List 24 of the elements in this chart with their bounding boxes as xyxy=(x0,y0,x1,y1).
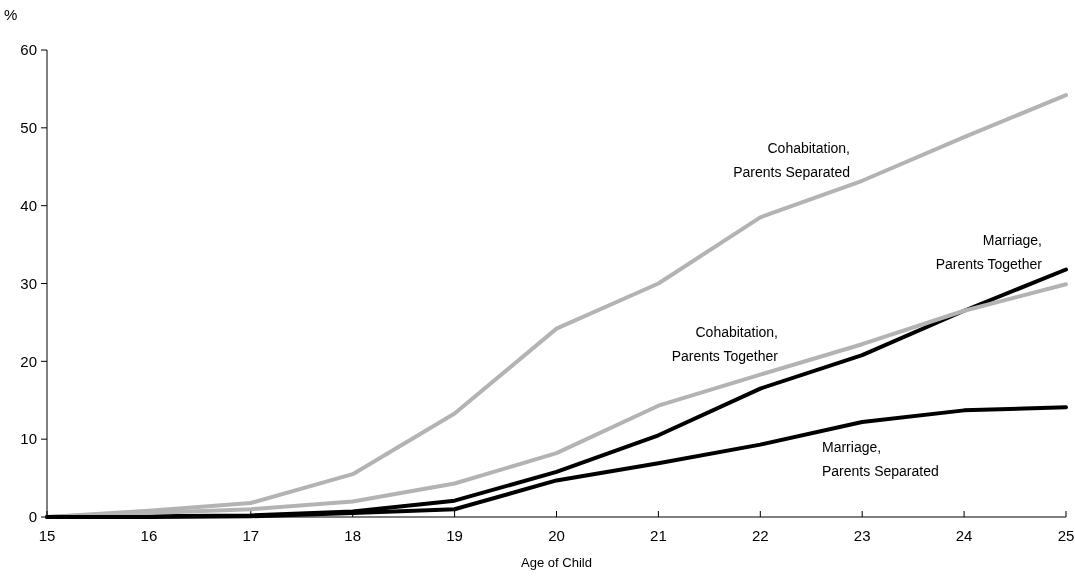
y-tick-label: 40 xyxy=(20,196,37,214)
x-tick-label: 22 xyxy=(751,527,769,544)
series-label: Cohabitation, Parents Separated xyxy=(733,140,850,180)
x-tick-label: 17 xyxy=(242,527,260,544)
y-tick-label: 30 xyxy=(20,274,37,292)
x-tick-label: 25 xyxy=(1057,527,1075,544)
y-tick-label: 60 xyxy=(20,41,37,59)
x-tick-label: 16 xyxy=(140,527,158,544)
y-tick-label: 20 xyxy=(20,352,37,370)
x-tick-label: 18 xyxy=(344,527,362,544)
y-axis-title: % xyxy=(4,6,18,23)
series-label: Marriage, Parents Separated xyxy=(822,439,939,479)
y-tick-label: 10 xyxy=(20,430,37,448)
series-label: Marriage, Parents Together xyxy=(935,232,1043,272)
x-tick-label: 15 xyxy=(38,527,56,544)
x-tick-label: 19 xyxy=(446,527,463,544)
y-tick-label: 0 xyxy=(28,508,37,526)
x-tick-label: 23 xyxy=(853,527,871,544)
x-tick-label: 24 xyxy=(955,527,973,544)
x-axis-title: Age of Child xyxy=(521,555,592,570)
x-tick-label: 21 xyxy=(650,527,667,544)
x-tick-label: 20 xyxy=(548,527,565,544)
series-label: Cohabitation, Parents Together xyxy=(671,324,779,364)
y-tick-label: 50 xyxy=(20,119,37,137)
